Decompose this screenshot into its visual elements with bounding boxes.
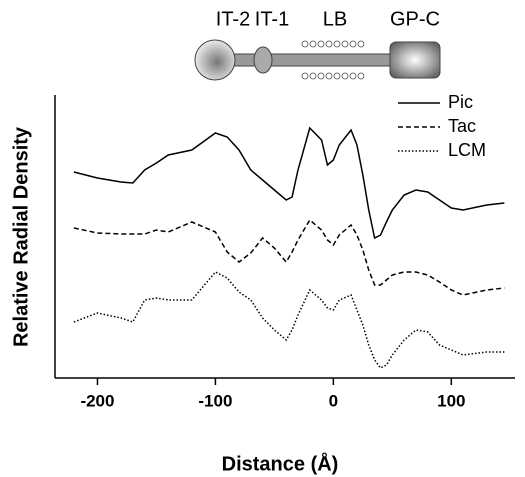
- y-axis-label: Relative Radial Density: [10, 126, 32, 347]
- schematic-label: IT-2: [216, 8, 250, 30]
- series-line: [73, 218, 505, 296]
- x-axis-label: Distance (Å): [222, 451, 339, 475]
- schematic-label: LB: [323, 8, 347, 30]
- x-tick-label: -100: [198, 391, 232, 410]
- series-line: [73, 271, 505, 369]
- x-tick-label: -200: [80, 391, 114, 410]
- x-tick-label: 100: [437, 391, 465, 410]
- legend-label: Tac: [448, 116, 476, 136]
- schematic-label: GP-C: [390, 8, 440, 30]
- legend-label: Pic: [448, 92, 473, 112]
- x-tick-label: 0: [329, 391, 338, 410]
- schematic: IT-2 IT-1 LB GP-C: [194, 8, 441, 81]
- legend-label: LCM: [448, 140, 486, 160]
- schematic-label: IT-1: [255, 8, 289, 30]
- series-line: [73, 126, 505, 240]
